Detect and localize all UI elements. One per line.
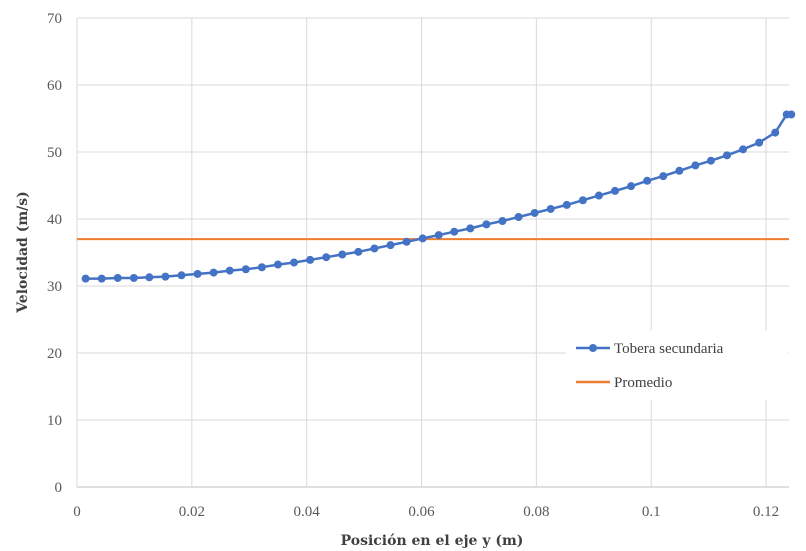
data-point [659,172,668,181]
gridlines [76,17,789,488]
x-axis-title: Posición en el eje y (m) [341,533,524,549]
legend-item-tobera-secundaria: Tobera secundaria [614,341,724,357]
data-point [578,196,587,205]
data-point [675,166,684,175]
data-point [290,258,299,267]
x-tick-label: 0.08 [523,504,549,520]
data-point [386,241,395,250]
data-point [129,273,138,282]
data-point [739,145,748,154]
legend-background [566,330,788,400]
data-point [177,271,186,280]
data-point [498,217,507,226]
data-point [434,231,443,240]
data-point [643,176,652,185]
data-point [322,253,331,262]
x-tick-label: 0.1 [642,504,661,520]
x-tick-label: 0 [73,504,81,520]
data-point [97,274,106,283]
data-point [418,234,427,243]
data-point [466,224,475,233]
y-tick-label: 10 [47,413,62,429]
data-point [273,260,282,269]
data-point [354,247,363,256]
data-point [306,255,315,264]
data-point [691,161,700,170]
y-tick-label: 30 [47,279,62,295]
legend-item-promedio: Promedio [614,375,672,391]
y-tick-label: 70 [47,11,62,27]
data-point [482,220,491,229]
y-axis-ticks: 0 10 20 30 40 50 60 70 [47,11,62,496]
data-point [706,156,715,165]
data-point [562,200,571,209]
data-point [402,237,411,246]
data-point [338,250,347,259]
data-point [241,265,250,274]
data-point [611,186,620,195]
data-point [627,182,636,191]
x-axis-ticks: 0 0.02 0.04 0.06 0.08 0.1 0.12 [73,504,779,520]
x-tick-label: 0.06 [408,504,435,520]
data-point [161,272,170,281]
y-tick-label: 20 [47,346,62,362]
y-tick-label: 0 [55,480,63,496]
legend-marker [589,344,597,352]
y-tick-label: 60 [47,78,62,94]
data-point [450,227,459,236]
x-tick-label: 0.12 [753,504,779,520]
data-point [193,269,202,278]
series-line-tobera-secundaria [85,113,792,280]
y-axis-title: Velocidad (m/s) [15,191,31,314]
x-tick-label: 0.04 [294,504,321,520]
series-layer [77,110,796,283]
data-point [113,273,122,282]
x-tick-label: 0.02 [179,504,205,520]
data-point [546,204,555,213]
legend: Tobera secundaria Promedio [566,330,788,400]
data-point [81,274,90,283]
data-point [145,273,154,282]
data-point [530,208,539,217]
data-point [594,191,603,200]
y-tick-label: 40 [47,212,62,228]
data-point [514,212,523,221]
data-point [257,263,266,272]
data-point [209,268,218,277]
data-point [225,266,234,275]
data-point [755,138,764,147]
data-point [787,110,796,119]
data-point [722,151,731,160]
data-point [771,128,780,137]
data-point [370,244,379,253]
y-tick-label: 50 [47,145,62,161]
